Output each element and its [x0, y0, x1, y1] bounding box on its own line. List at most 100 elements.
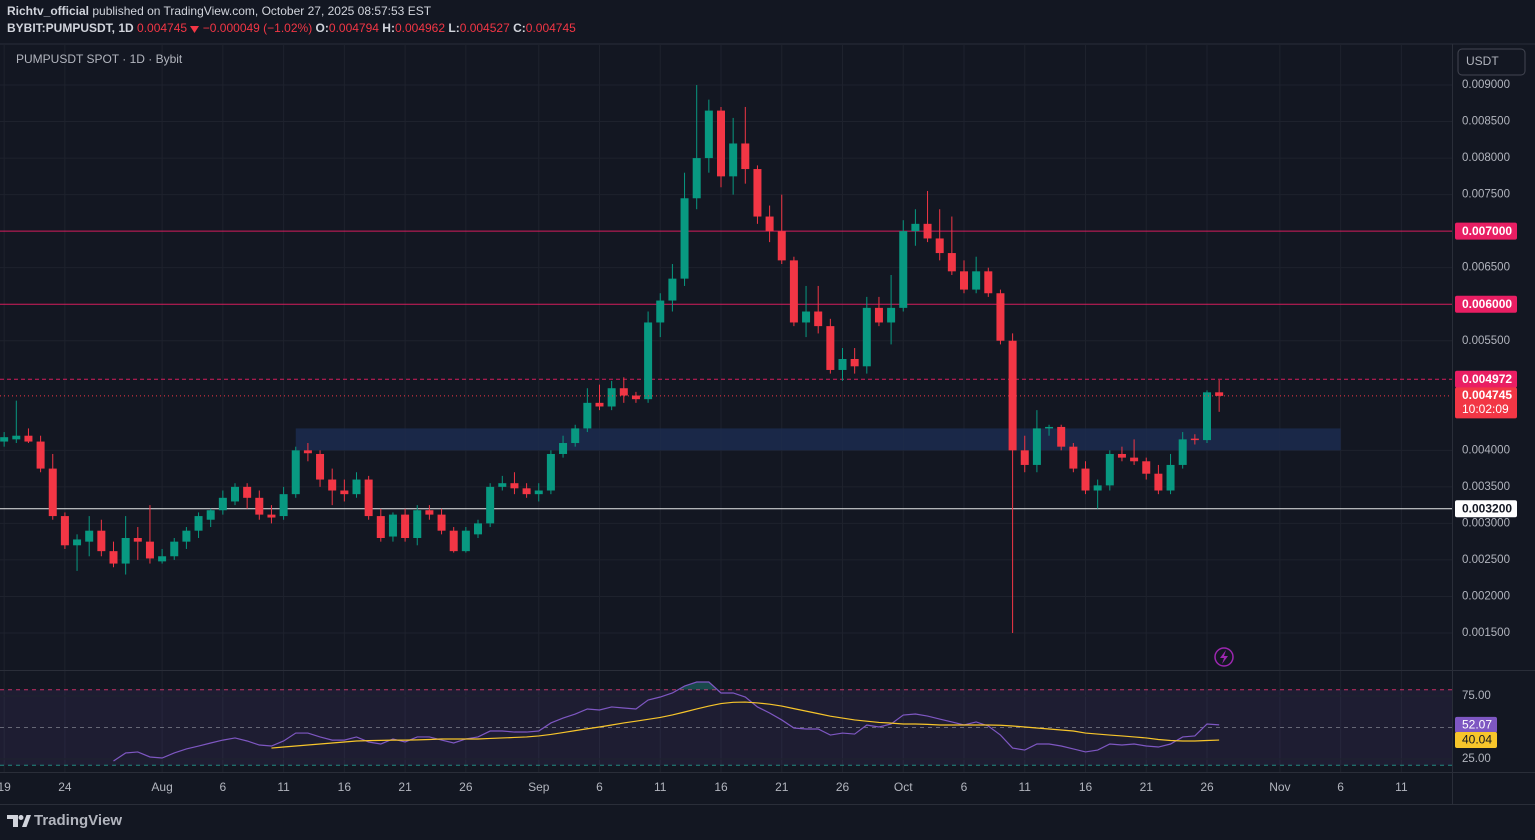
x-tick-label: 11: [1019, 780, 1032, 794]
candle-body: [158, 556, 167, 562]
alert-icon[interactable]: [1214, 647, 1234, 667]
candle-body: [838, 359, 847, 370]
brand-name: TradingView: [34, 812, 122, 829]
candle-body: [777, 231, 786, 261]
candle-body: [461, 530, 470, 552]
candle-body: [510, 483, 519, 489]
candle-body: [97, 530, 106, 552]
candle-body: [60, 516, 69, 546]
symbol: BYBIT:PUMPUSDT, 1D: [7, 21, 134, 35]
rsi-value-marker: [1455, 732, 1497, 749]
alert-bolt[interactable]: [1220, 650, 1228, 664]
layers: 19 24 Aug 6 11 16 21 26 Sep 6 11 16 21 26 Oct 6 11 16 21 26…: [0, 44, 1517, 794]
x-tick-label: 21: [1140, 780, 1154, 794]
author: Richtv_official: [7, 4, 90, 18]
candle-body: [121, 537, 130, 564]
currency-button[interactable]: [1457, 48, 1526, 76]
x-tick-label: Sep: [528, 780, 550, 794]
candle-body: [401, 514, 410, 538]
close-label: C:: [513, 21, 526, 35]
candle-body: [255, 497, 264, 515]
countdown: 10:02:09: [1462, 402, 1509, 416]
candle-body: [0, 437, 9, 442]
change: −0.000049 (−1.02%): [202, 21, 313, 35]
low-label: L:: [448, 21, 460, 35]
support-zone: [295, 428, 1341, 451]
x-tick-label: 11: [654, 780, 667, 794]
y-tick-label: 0.002500: [1462, 554, 1510, 566]
candle-body: [1117, 453, 1126, 458]
header-line-2: BYBIT:PUMPUSDT, 1D 0.004745 −0.000049 (−…: [7, 21, 576, 35]
candle-body: [923, 223, 932, 239]
x-tick-label: 24: [58, 780, 72, 794]
candle-body: [1081, 468, 1090, 491]
candle-body: [133, 537, 142, 542]
low-value: 0.004527: [459, 21, 510, 35]
logo-t: [7, 815, 18, 827]
y-tick-label: 0.007500: [1462, 189, 1510, 201]
candle-body: [753, 169, 762, 217]
candle-body: [692, 158, 701, 199]
candle-body: [388, 514, 397, 537]
candle-body: [352, 479, 361, 495]
published: published on TradingView.com, October 27…: [89, 4, 432, 18]
level-marker: [1455, 222, 1517, 240]
y-tick-label: 0.005500: [1462, 335, 1510, 347]
candle-body: [619, 388, 628, 396]
close-value: 0.004745: [525, 21, 576, 35]
candle-body: [85, 530, 94, 542]
candle-body: [680, 198, 689, 279]
candle-body: [36, 441, 45, 469]
level-marker: [1455, 500, 1517, 518]
candle-body: [644, 322, 653, 400]
chart-title: PUMPUSDT SPOT · 1D · Bybit: [16, 52, 183, 66]
candle-body: [559, 443, 568, 454]
x-tick-label: 16: [714, 780, 728, 794]
candle-body: [522, 488, 531, 495]
x-tick-label: 11: [277, 780, 290, 794]
candle-body: [194, 516, 203, 531]
candle-body: [474, 523, 482, 535]
candle-body: [850, 359, 859, 367]
candle-body: [170, 541, 179, 557]
candle-body: [631, 395, 640, 400]
candle-body: [729, 143, 738, 177]
candle-body: [571, 428, 580, 444]
candle-body: [303, 450, 312, 454]
candle-body: [802, 311, 811, 323]
x-tick-label: 26: [836, 780, 850, 794]
x-tick-label: 11: [1395, 780, 1408, 794]
rsi-value-label: 52.07: [1462, 718, 1492, 732]
candle-body: [425, 510, 434, 515]
candle-body: [911, 223, 920, 232]
x-tick-label: 21: [398, 780, 412, 794]
candle-body: [413, 510, 422, 538]
level-marker: [1455, 370, 1517, 388]
currency-label[interactable]: USDT: [1466, 54, 1499, 68]
candle-body: [24, 435, 33, 442]
brand-logo: [7, 815, 31, 827]
candle-body: [1166, 464, 1175, 491]
candle-body: [534, 490, 543, 495]
candle-body: [109, 551, 118, 564]
x-tick-label: Nov: [1269, 780, 1290, 794]
candle-body: [935, 238, 944, 254]
y-tick-label: 0.004000: [1462, 444, 1510, 456]
candle-body: [996, 293, 1005, 341]
candle-body: [486, 486, 495, 524]
y-tick-label: 0.003500: [1462, 481, 1510, 493]
x-tick-label: 16: [338, 780, 352, 794]
down-arrow-shape: [190, 25, 200, 33]
candle-body: [12, 435, 21, 440]
x-tick-label: 21: [775, 780, 789, 794]
candle-body: [279, 494, 288, 517]
last-price-label: 0.004745: [1462, 388, 1512, 402]
level-marker: [1455, 295, 1517, 313]
candle-body: [1130, 457, 1139, 462]
y-tick-label: 0.002000: [1462, 590, 1510, 602]
rsi-line: [113, 681, 1220, 762]
candle-body: [1093, 485, 1102, 491]
logo-v: [22, 815, 31, 827]
x-tick-label: 6: [596, 780, 603, 794]
alert-circle[interactable]: [1214, 647, 1234, 667]
